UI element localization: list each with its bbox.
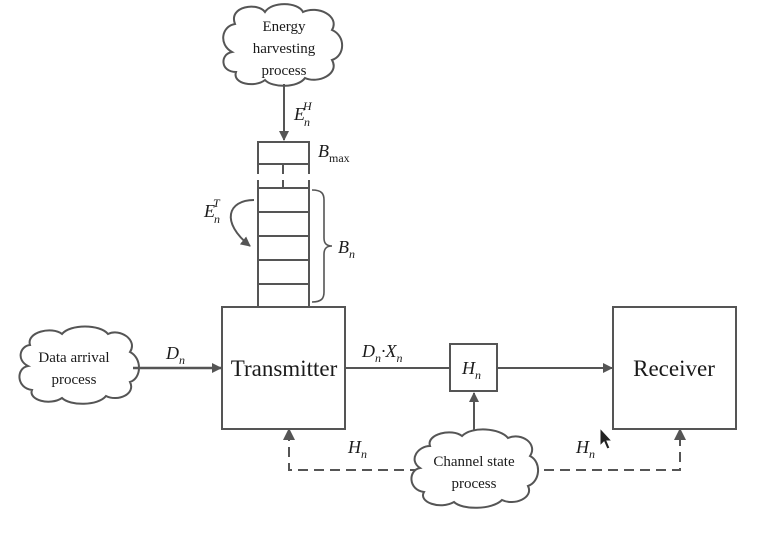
csi-receiver-label: Hn	[575, 437, 595, 461]
csi-feedback-transmitter	[288, 432, 420, 471]
battery-top-cell	[257, 141, 310, 165]
transmit-energy-arrow	[229, 199, 255, 247]
data-arrival-label: Dn	[165, 343, 185, 367]
channel-state-cloud: Channel state process	[410, 428, 539, 509]
battery-max-label: Bmax	[318, 141, 350, 165]
transmitter-label: Transmitter	[231, 356, 338, 381]
energy-harvesting-cloud: Energy harvesting process	[222, 3, 344, 87]
energy-cloud-line-2: harvesting	[253, 41, 316, 57]
energy-cloud-line-1: Energy	[262, 19, 306, 35]
channel-cloud-line-2: process	[452, 476, 497, 492]
battery-buffer	[257, 141, 310, 307]
receiver-label: Receiver	[633, 356, 715, 381]
data-arrival-cloud: Data arrival process	[18, 325, 140, 405]
receiver-block	[612, 306, 737, 430]
battery-level-brace	[311, 189, 333, 303]
data-cloud-line-1: Data arrival	[38, 350, 109, 366]
channel-block-label: Hn	[461, 358, 481, 382]
harvested-energy-label: EnH	[293, 99, 313, 129]
channel-block	[449, 343, 498, 392]
csi-transmitter-label: Hn	[347, 437, 367, 461]
transmit-energy-label: EnT	[203, 196, 221, 226]
mouse-cursor-icon	[599, 426, 614, 450]
csi-feedback-receiver	[528, 432, 681, 471]
data-cloud-line-2: process	[52, 372, 97, 388]
battery-level-label: Bn	[338, 237, 355, 261]
transmit-data-label: Dn·Xn	[361, 341, 403, 365]
csi-rx-arrowhead	[674, 428, 686, 440]
energy-cloud-line-3: process	[262, 63, 307, 79]
channel-cloud-line-1: Channel state	[433, 454, 515, 470]
csi-tx-arrowhead	[283, 428, 295, 440]
